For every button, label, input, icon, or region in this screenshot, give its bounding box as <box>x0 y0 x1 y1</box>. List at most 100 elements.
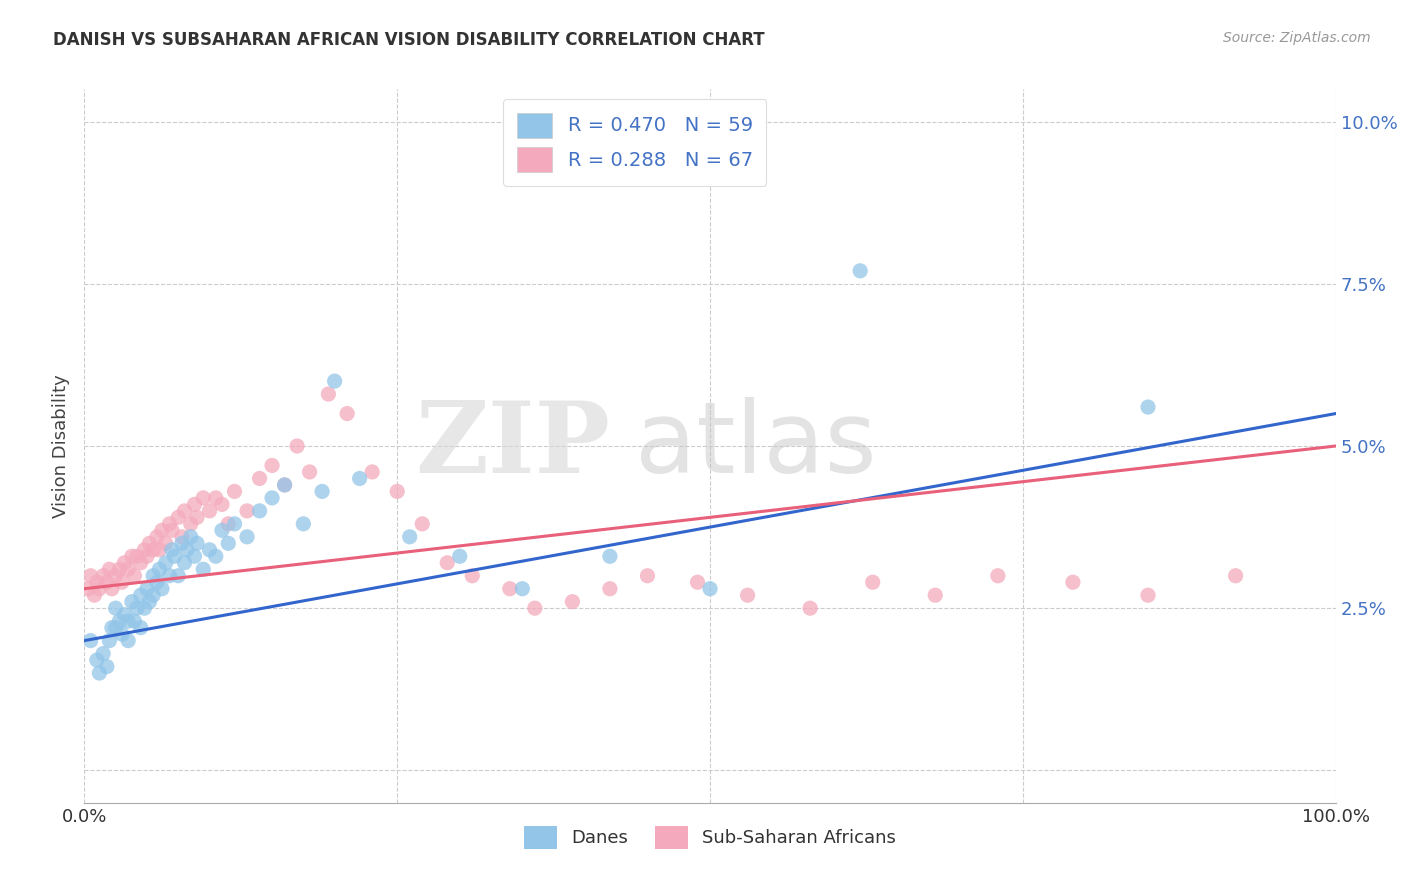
Point <box>159 568 181 582</box>
Point <box>79 633 101 648</box>
Point <box>285 439 308 453</box>
Point <box>561 595 583 609</box>
Point <box>124 614 146 628</box>
Point <box>699 582 721 596</box>
Point <box>449 549 471 564</box>
Point <box>91 568 114 582</box>
Point <box>104 601 127 615</box>
Point <box>224 484 246 499</box>
Point <box>211 497 233 511</box>
Y-axis label: Vision Disability: Vision Disability <box>52 374 70 518</box>
Point <box>117 633 139 648</box>
Point <box>987 568 1010 582</box>
Point <box>142 542 165 557</box>
Point <box>186 510 208 524</box>
Point <box>499 582 522 596</box>
Point <box>146 530 169 544</box>
Point <box>155 556 177 570</box>
Point <box>224 516 246 531</box>
Point <box>134 542 156 557</box>
Point <box>170 536 193 550</box>
Point <box>121 549 143 564</box>
Point <box>148 562 170 576</box>
Point <box>89 582 111 596</box>
Point <box>204 549 226 564</box>
Point <box>862 575 884 590</box>
Point <box>436 556 458 570</box>
Point <box>398 530 420 544</box>
Point <box>193 491 215 505</box>
Point <box>136 549 159 564</box>
Point <box>138 536 160 550</box>
Point <box>142 588 165 602</box>
Point <box>101 621 124 635</box>
Point <box>249 504 271 518</box>
Text: Source: ZipAtlas.com: Source: ZipAtlas.com <box>1223 31 1371 45</box>
Point <box>89 666 111 681</box>
Point <box>236 530 259 544</box>
Point <box>148 542 170 557</box>
Point <box>138 595 160 609</box>
Point <box>136 582 159 596</box>
Text: DANISH VS SUBSAHARAN AFRICAN VISION DISABILITY CORRELATION CHART: DANISH VS SUBSAHARAN AFRICAN VISION DISA… <box>53 31 765 49</box>
Point <box>176 542 198 557</box>
Point <box>186 536 208 550</box>
Text: atlas: atlas <box>636 398 876 494</box>
Point <box>193 562 215 576</box>
Point <box>150 582 173 596</box>
Point <box>111 627 134 641</box>
Point <box>170 530 193 544</box>
Point <box>262 458 284 473</box>
Point <box>129 588 152 602</box>
Point <box>183 549 205 564</box>
Point <box>183 497 205 511</box>
Legend: Danes, Sub-Saharan Africans: Danes, Sub-Saharan Africans <box>515 817 905 858</box>
Point <box>180 516 202 531</box>
Point <box>292 516 315 531</box>
Point <box>125 601 148 615</box>
Point <box>273 478 295 492</box>
Point <box>142 568 165 582</box>
Point <box>155 536 177 550</box>
Point <box>129 556 152 570</box>
Point <box>1062 575 1084 590</box>
Point <box>349 471 371 485</box>
Point <box>273 478 295 492</box>
Point <box>385 484 409 499</box>
Point <box>86 575 108 590</box>
Point <box>217 516 239 531</box>
Point <box>91 647 114 661</box>
Point <box>799 601 821 615</box>
Point <box>637 568 659 582</box>
Point <box>160 542 183 557</box>
Point <box>124 568 146 582</box>
Point <box>150 524 173 538</box>
Point <box>86 653 108 667</box>
Point <box>173 504 195 518</box>
Point <box>249 471 271 485</box>
Point <box>104 568 127 582</box>
Point <box>125 549 148 564</box>
Point <box>117 614 139 628</box>
Point <box>111 575 134 590</box>
Point <box>323 374 346 388</box>
Point <box>173 556 195 570</box>
Point <box>108 614 131 628</box>
Point <box>134 601 156 615</box>
Point <box>112 607 135 622</box>
Point <box>411 516 433 531</box>
Point <box>108 562 131 576</box>
Point <box>83 588 105 602</box>
Point <box>167 510 190 524</box>
Point <box>129 621 152 635</box>
Point <box>104 621 127 635</box>
Point <box>96 659 118 673</box>
Point <box>217 536 239 550</box>
Point <box>461 568 484 582</box>
Point <box>160 524 183 538</box>
Point <box>98 633 121 648</box>
Point <box>112 556 135 570</box>
Point <box>599 582 621 596</box>
Point <box>361 465 384 479</box>
Point <box>180 530 202 544</box>
